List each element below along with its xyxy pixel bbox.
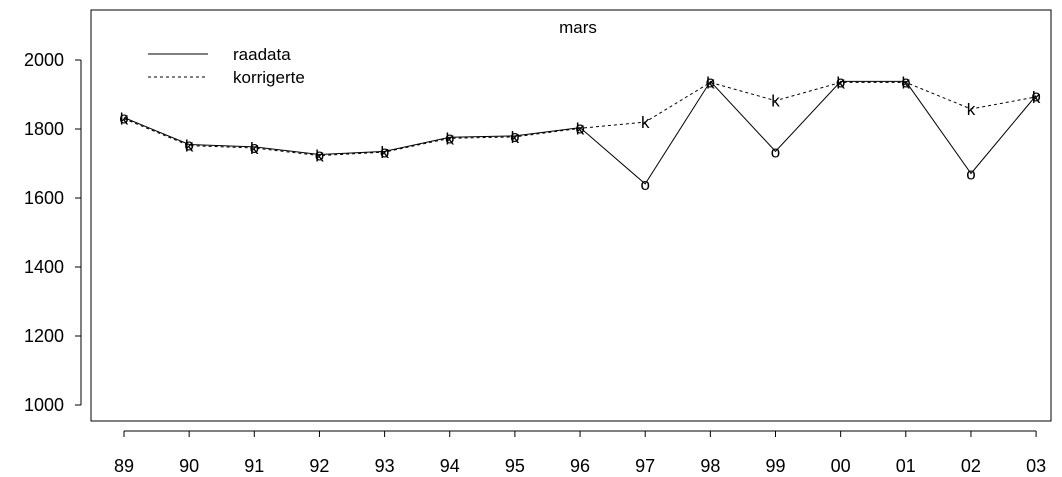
data-point-korrigerte: k <box>315 147 324 166</box>
data-point-raadata: o <box>445 128 454 147</box>
x-tick-label: 89 <box>114 456 134 476</box>
x-tick-label: 00 <box>831 456 851 476</box>
data-point-raadata: o <box>836 72 845 91</box>
data-point-korrigerte: k <box>380 143 389 162</box>
y-tick-label: 2000 <box>24 50 64 70</box>
data-point-korrigerte: k <box>576 119 585 138</box>
x-tick-label: 90 <box>179 456 199 476</box>
series-korrigerte: k k k k k k k k k k k k k k k <box>120 73 1041 165</box>
series-line-korrigerte <box>123 81 1037 157</box>
data-point-korrigerte: k <box>641 113 650 132</box>
plot-frame <box>90 9 1052 422</box>
x-tick-label: 98 <box>700 456 720 476</box>
x-tick-label: 97 <box>635 456 655 476</box>
y-tick-label: 1400 <box>24 257 64 277</box>
data-point-korrigerte: k <box>185 137 194 156</box>
x-axis: 89 90 91 92 93 94 95 96 97 98 99 00 01 02 03 <box>114 430 1046 476</box>
data-point-korrigerte: k <box>511 128 520 147</box>
y-tick-label: 1600 <box>24 188 64 208</box>
data-point-raadata: o <box>901 72 910 91</box>
data-point-korrigerte: k <box>120 110 129 129</box>
data-point-korrigerte: k <box>446 129 455 148</box>
y-tick-label: 1200 <box>24 326 64 346</box>
x-tick-label: 99 <box>765 456 785 476</box>
data-point-korrigerte: k <box>836 73 845 92</box>
data-point-korrigerte: k <box>902 73 911 92</box>
data-point-korrigerte: k <box>771 92 780 111</box>
x-tick-label: 93 <box>375 456 395 476</box>
legend-label-korrigerte: korrigerte <box>233 68 305 87</box>
data-point-korrigerte: k <box>706 73 715 92</box>
data-point-raadata: o <box>771 142 780 161</box>
x-tick-label: 95 <box>505 456 525 476</box>
data-point-korrigerte: k <box>250 139 259 158</box>
x-tick-label: 01 <box>896 456 916 476</box>
y-tick-label: 1800 <box>24 119 64 139</box>
data-point-raadata: o <box>119 109 128 128</box>
x-tick-label: 96 <box>570 456 590 476</box>
data-point-raadata: o <box>706 72 715 91</box>
data-point-raadata: o <box>1031 87 1040 106</box>
data-point-raadata: o <box>640 175 649 194</box>
x-tick-label: 02 <box>961 456 981 476</box>
x-tick-label: 03 <box>1026 456 1046 476</box>
y-tick-label: 1000 <box>24 395 64 415</box>
data-point-raadata: o <box>184 136 193 155</box>
legend-label-raadata: raadata <box>233 45 291 64</box>
legend: raadata korrigerte <box>148 45 305 87</box>
y-axis: 1000 1200 1400 1600 1800 2000 <box>24 50 82 415</box>
series-line-raadata <box>123 80 1037 185</box>
data-point-korrigerte: k <box>967 100 976 119</box>
chart-title: mars <box>559 18 597 37</box>
data-point-raadata: o <box>966 165 975 184</box>
data-point-raadata: o <box>250 138 259 157</box>
x-tick-label: 94 <box>440 456 460 476</box>
data-point-raadata: o <box>315 146 324 165</box>
data-point-korrigerte: k <box>1032 88 1041 107</box>
x-tick-label: 91 <box>244 456 264 476</box>
x-tick-label: 92 <box>309 456 329 476</box>
